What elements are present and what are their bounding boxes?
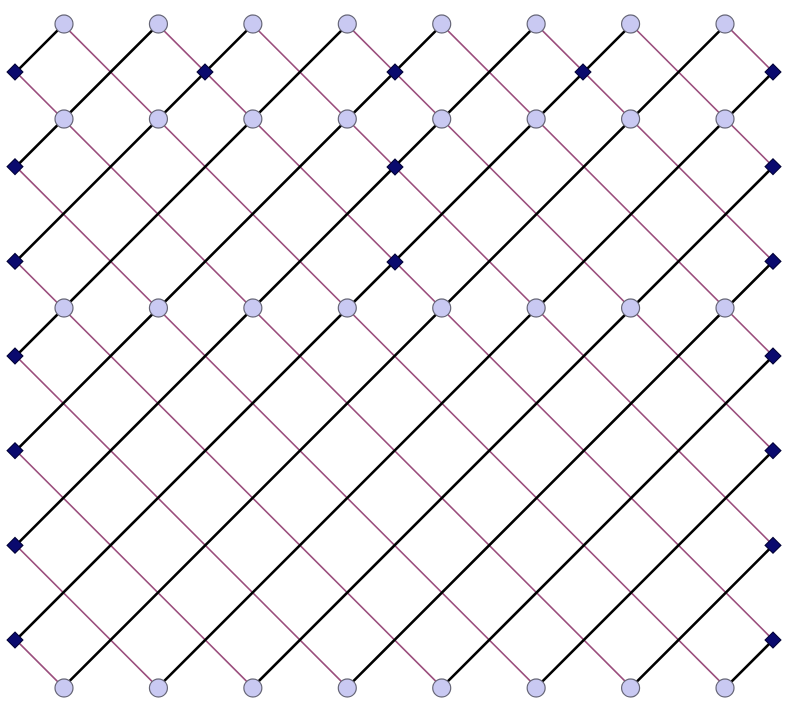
purple-edge <box>251 23 774 546</box>
diamond-node <box>764 252 782 271</box>
circle-node <box>526 109 546 129</box>
black-edge <box>724 639 774 689</box>
black-edge <box>14 23 160 169</box>
diamond-node <box>764 441 782 460</box>
circle-node <box>243 678 263 698</box>
black-lines <box>14 23 774 689</box>
black-edge <box>250 165 774 689</box>
circle-node <box>243 109 263 129</box>
purple-edge <box>14 165 538 689</box>
diamond-node <box>6 252 24 271</box>
black-edge <box>14 23 633 642</box>
purple-edge <box>440 23 774 357</box>
circle-node <box>148 109 169 129</box>
purple-edge <box>14 543 160 689</box>
purple-edge <box>724 23 774 73</box>
diamond-node <box>386 253 404 271</box>
black-edge <box>345 260 774 689</box>
black-edge <box>14 23 65 74</box>
circle-node <box>620 678 641 698</box>
black-edge <box>440 355 774 689</box>
diamond-node <box>6 631 24 649</box>
circle-node <box>148 14 169 34</box>
diamond-node <box>6 347 24 365</box>
black-edge <box>629 544 774 689</box>
nodes <box>6 14 782 698</box>
circle-node <box>715 298 735 318</box>
purple-edge <box>14 449 254 689</box>
circle-node <box>148 298 169 318</box>
purple-edge <box>156 23 774 641</box>
black-edge <box>14 23 444 453</box>
purple-edge <box>345 23 774 452</box>
circle-node <box>243 14 263 34</box>
diamond-node <box>6 63 24 81</box>
circle-node <box>54 14 74 34</box>
purple-edge <box>14 70 633 689</box>
circle-node <box>526 298 546 318</box>
circle-node <box>337 298 357 318</box>
purple-edge <box>14 638 65 689</box>
diamond-node <box>764 631 782 649</box>
circle-node <box>620 298 641 318</box>
purple-edge <box>14 259 444 689</box>
circle-node <box>337 109 357 129</box>
diamond-node <box>6 536 24 555</box>
circle-node <box>54 109 74 129</box>
circle-node <box>715 109 735 129</box>
purple-edge <box>535 23 774 262</box>
purple-edge <box>629 23 774 168</box>
circle-node <box>432 14 452 34</box>
black-edge <box>14 23 539 548</box>
diamond-node <box>196 63 214 81</box>
black-edge <box>14 23 255 264</box>
circle-node <box>715 14 735 34</box>
circle-node <box>526 678 546 698</box>
circle-node <box>526 14 546 34</box>
circle-node <box>432 109 452 129</box>
diamond-node <box>764 536 782 555</box>
diamond-node <box>386 63 404 81</box>
diamond-node <box>574 63 592 81</box>
circle-node <box>243 298 263 318</box>
purple-lines <box>14 23 774 689</box>
circle-node <box>54 298 74 318</box>
diamond-node <box>764 347 782 365</box>
circle-node <box>620 109 641 129</box>
circle-node <box>432 298 452 318</box>
black-edge <box>534 449 774 689</box>
purple-edge <box>14 354 349 689</box>
circle-node <box>337 14 357 34</box>
circle-node <box>715 678 735 698</box>
diamond-node <box>764 63 782 81</box>
black-edge <box>61 23 728 689</box>
circle-node <box>54 678 74 698</box>
diamond-node <box>6 441 24 460</box>
diamond-node <box>386 158 404 176</box>
circle-node <box>620 14 641 34</box>
diamond-node <box>6 157 24 176</box>
circle-node <box>337 678 357 698</box>
diamond-node <box>764 157 782 176</box>
circle-node <box>432 678 452 698</box>
circle-node <box>148 678 169 698</box>
black-edge <box>156 71 774 689</box>
